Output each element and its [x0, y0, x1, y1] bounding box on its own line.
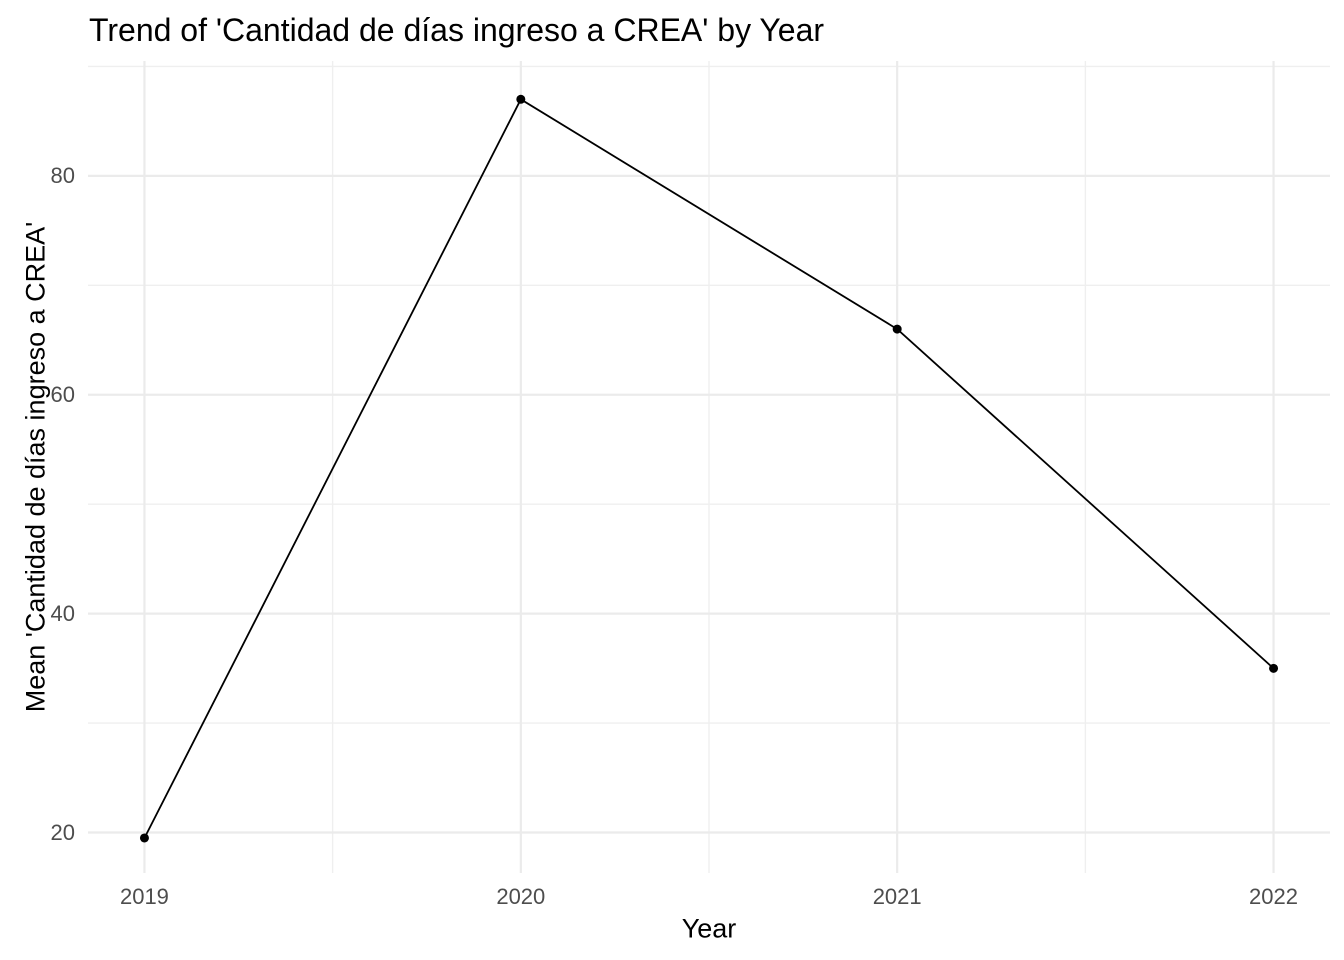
- gridlines-minor: [88, 61, 1330, 873]
- y-tick-label: 20: [50, 819, 75, 845]
- y-tick-label: 40: [50, 600, 75, 626]
- gridlines-major: [88, 61, 1330, 873]
- data-point: [516, 94, 526, 104]
- data-point: [892, 324, 902, 334]
- data-point: [1269, 663, 1279, 673]
- x-tick-label: 2019: [119, 884, 169, 909]
- data-points: [139, 94, 1279, 843]
- y-axis-title: Mean 'Cantidad de días ingreso a CREA': [20, 221, 51, 713]
- x-tick-label: 2020: [496, 884, 546, 909]
- data-line: [143, 98, 1275, 839]
- x-tick-label: 2021: [872, 884, 922, 909]
- plot-panel: [88, 61, 1330, 873]
- chart-title: Trend of 'Cantidad de días ingreso a CRE…: [89, 12, 825, 48]
- x-axis-title: Year: [681, 913, 737, 944]
- data-point: [139, 833, 149, 843]
- y-tick-label: 60: [50, 381, 75, 407]
- x-tick-label: 2022: [1249, 884, 1299, 909]
- y-tick-label: 80: [50, 162, 75, 188]
